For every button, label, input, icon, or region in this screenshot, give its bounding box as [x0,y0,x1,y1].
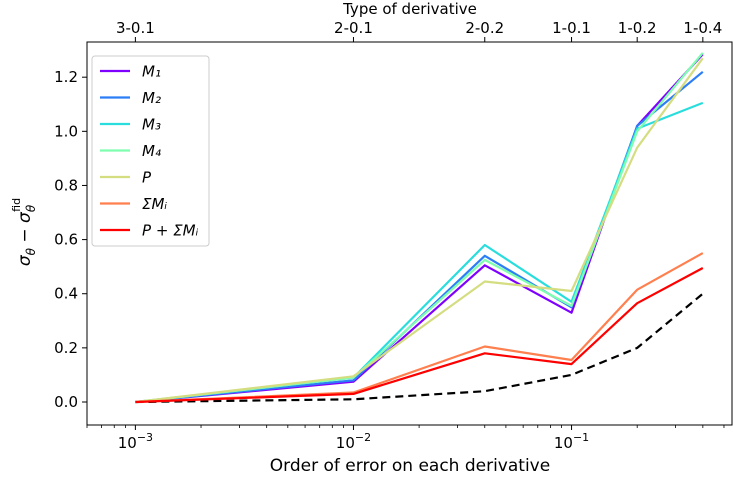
y-tick-label: 1.0 [54,122,78,140]
y-tick-label: 0.2 [54,339,78,357]
series-line-3 [135,101,704,404]
x-tick-label: 10−1 [554,431,589,452]
y-axis-label: σθ − σθfid [10,198,38,266]
legend-label: M₄ [142,142,161,160]
series-line-7 [135,267,704,404]
svg-text:σθ − σθfid: σθ − σθfid [10,198,38,266]
reference-line [135,292,704,404]
top-tick-label: 2-0.1 [334,19,373,37]
top-tick-label: 1-0.4 [683,19,722,37]
series-line-6 [135,252,704,404]
legend-label: M₂ [142,89,161,107]
top-tick-label: 1-0.2 [618,19,657,37]
legend-label: M₃ [142,116,161,134]
y-tick-label: 0.0 [54,393,78,411]
x-tick-label: 10−2 [336,431,371,452]
legend-box [91,55,210,247]
legend-label: P [142,169,152,187]
series-line-2 [135,70,704,404]
y-tick-label: 0.4 [54,285,78,303]
axes-frame [86,41,733,426]
legend-label: P + ΣMᵢ [142,222,199,240]
y-tick-label: 0.8 [54,176,78,194]
legend: M₁ M₂ M₃ M₄ P ΣMᵢ P + ΣMᵢ [91,55,210,247]
top-axis-label: Type of derivative [342,0,477,18]
series-line-4 [135,52,704,404]
y-tick-label: 1.2 [54,68,78,86]
top-tick-label: 3-0.1 [116,19,155,37]
series-line-5 [135,57,704,404]
x-axis-label: Order of error on each derivative [270,456,550,476]
top-tick-label: 1-0.1 [552,19,591,37]
legend-label: ΣMᵢ [142,195,167,213]
x-tick-label: 10−3 [118,431,153,452]
series-lines [135,52,704,404]
series-line-1 [135,53,704,404]
y-tick-label: 0.6 [54,231,78,249]
axes: 0.0 0.2 0.4 0.6 0.8 1.0 1.2 10−3 10−2 10−1 3-0.1 2-… [54,19,733,452]
legend-label: M₁ [142,63,161,81]
top-tick-label: 2-0.2 [465,19,504,37]
